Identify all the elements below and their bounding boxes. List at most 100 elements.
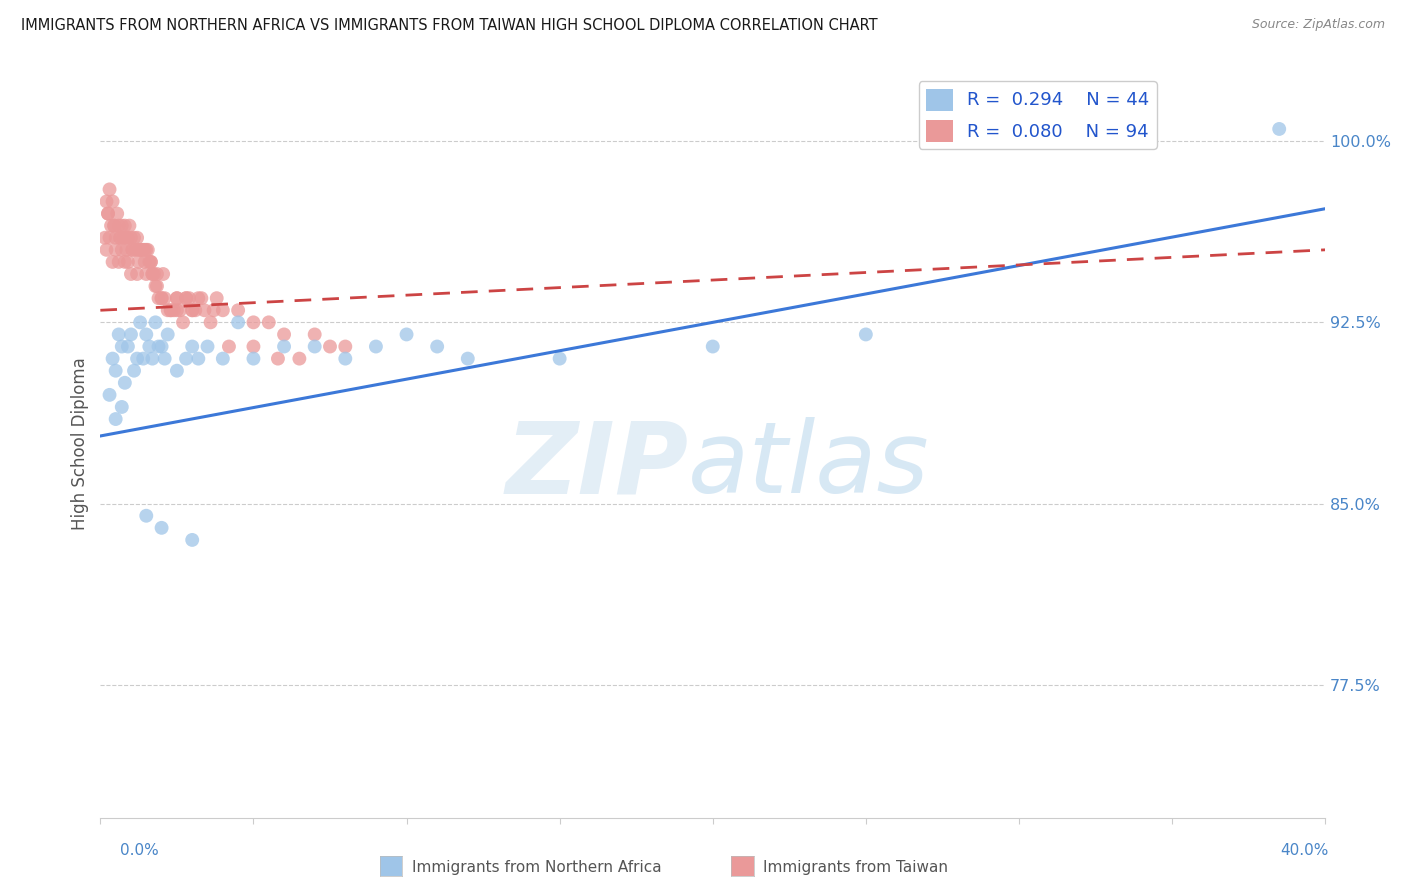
Point [122,364,145,378]
Point [129,315,152,329]
Point [335,339,357,353]
Point [110,231,132,245]
Point [110,231,132,245]
Point [211,351,233,366]
Point [172,315,194,329]
Text: Source: ZipAtlas.com: Source: ZipAtlas.com [1251,18,1385,31]
Point [166,291,188,305]
Point [174,291,197,305]
Y-axis label: High School Diploma: High School Diploma [72,357,89,530]
Point [111,400,134,414]
Point [111,219,134,233]
Point [132,351,155,366]
Text: Immigrants from Northern Africa: Immigrants from Northern Africa [412,860,662,874]
Point [364,339,387,353]
Point [159,303,181,318]
Point [135,243,157,257]
Point [107,327,129,342]
Point [131,243,153,257]
Point [174,291,197,305]
Point [135,327,157,342]
Point [218,339,240,353]
Point [150,521,173,535]
Point [96,243,118,257]
Point [226,315,249,329]
Point [179,291,201,305]
Point [104,243,127,257]
Point [141,267,163,281]
Point [304,327,326,342]
Text: ZIP: ZIP [505,417,689,514]
Point [115,231,138,245]
Point [98,231,121,245]
Point [141,267,163,281]
Point [107,219,129,233]
Point [138,339,160,353]
Point [148,339,170,353]
Point [153,291,176,305]
Point [197,339,219,353]
Point [288,351,311,366]
Point [98,182,121,196]
Point [181,533,204,547]
Point [114,219,136,233]
Point [117,339,139,353]
Point [150,339,173,353]
Point [129,243,152,257]
Point [117,231,139,245]
Point [127,267,149,281]
Point [114,255,136,269]
Point [150,291,173,305]
Point [104,412,127,426]
Point [702,339,724,353]
Point [112,231,135,245]
Point [855,327,877,342]
Point [135,267,157,281]
Point [187,291,209,305]
Point [135,508,157,523]
Point [145,279,167,293]
Point [319,339,342,353]
Point [114,376,136,390]
Point [118,219,141,233]
Point [111,339,134,353]
Point [115,243,138,257]
Point [146,279,169,293]
Point [117,255,139,269]
Point [426,339,449,353]
Point [121,243,143,257]
Point [457,351,479,366]
Point [105,206,128,220]
Text: atlas: atlas [689,417,929,514]
Point [141,351,163,366]
Point [242,315,264,329]
Point [242,339,264,353]
Point [226,303,249,318]
Point [304,339,326,353]
Point [98,388,121,402]
Point [111,243,134,257]
Point [94,231,117,245]
Point [103,219,125,233]
Legend: R =  0.294    N = 44, R =  0.080    N = 94: R = 0.294 N = 44, R = 0.080 N = 94 [918,81,1157,149]
Point [107,255,129,269]
Point [148,291,170,305]
Point [134,255,156,269]
Point [104,231,127,245]
Point [120,231,142,245]
Point [166,291,188,305]
Point [200,315,222,329]
Point [120,267,142,281]
Point [190,291,212,305]
Point [127,351,149,366]
Point [120,327,142,342]
Point [335,351,357,366]
Point [159,303,181,318]
Point [163,303,186,318]
Point [273,339,295,353]
Point [97,206,120,220]
Point [134,243,156,257]
Text: 40.0%: 40.0% [1281,843,1329,858]
Point [146,267,169,281]
Point [205,291,228,305]
